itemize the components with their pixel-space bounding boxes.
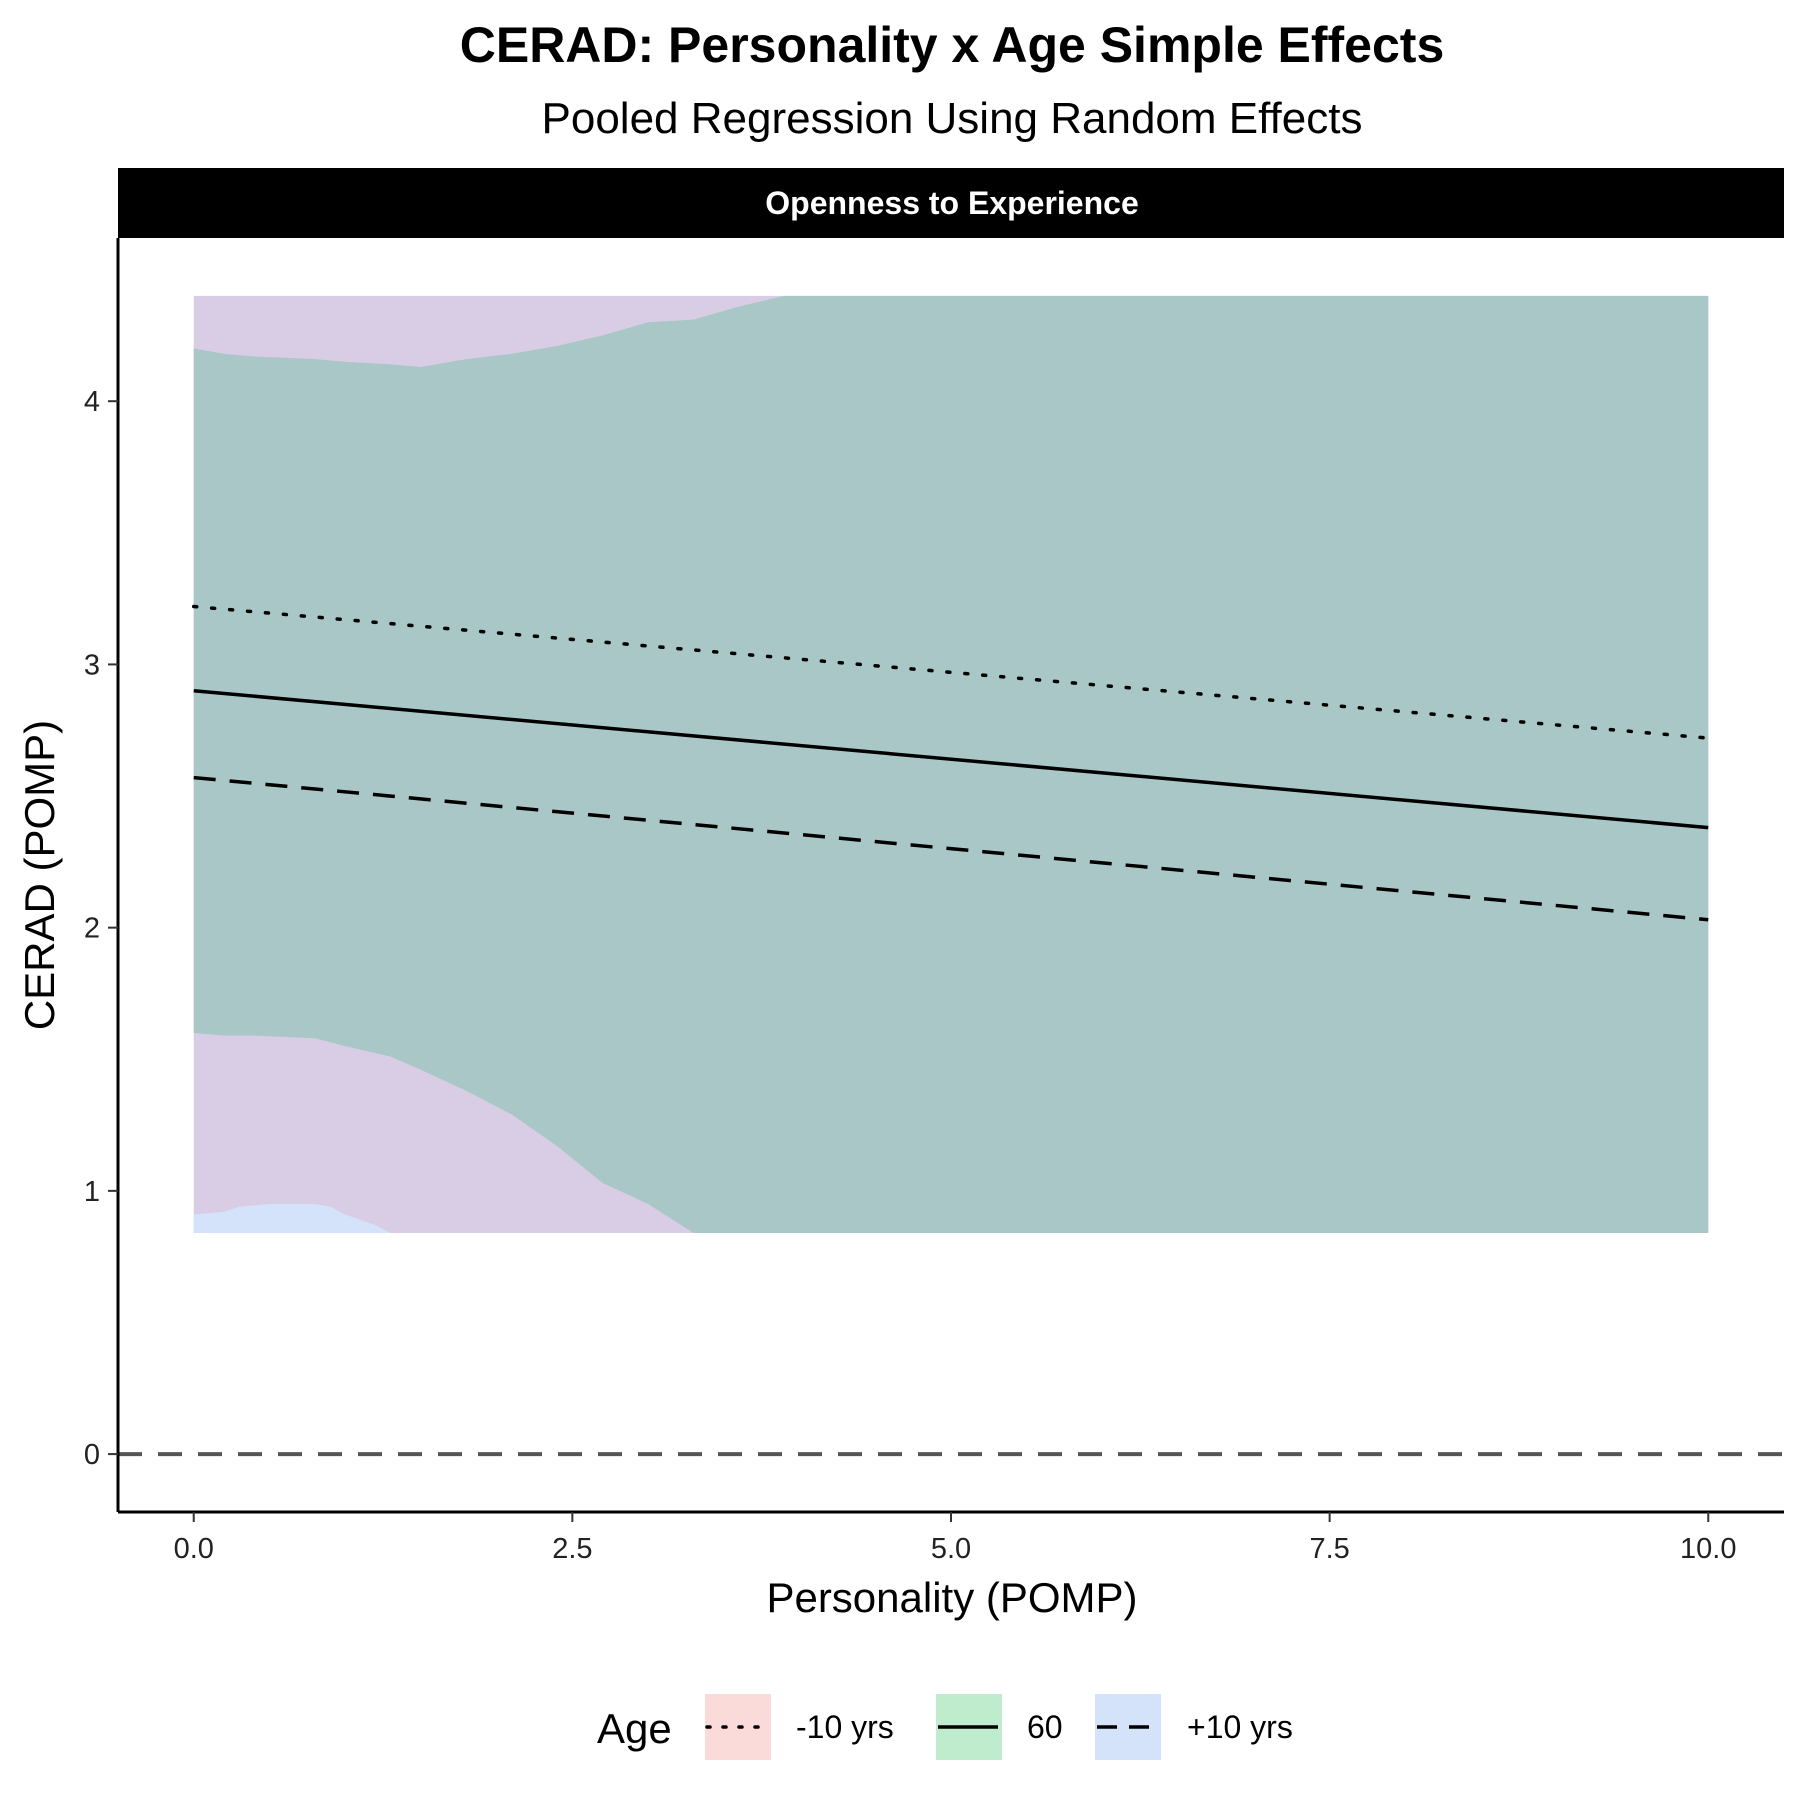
y-tick-label: 2 xyxy=(84,913,100,945)
y-tick-label: 4 xyxy=(84,386,100,418)
x-axis-title: Personality (POMP) xyxy=(766,1574,1137,1621)
legend-title: Age xyxy=(597,1705,672,1752)
facet-strip-label: Openness to Experience xyxy=(765,185,1138,221)
y-tick-label: 1 xyxy=(84,1176,100,1208)
x-axis-ticks: 0.0 2.5 5.0 7.5 10.0 xyxy=(174,1512,1736,1565)
x-tick-label: 10.0 xyxy=(1680,1533,1736,1565)
confidence-ribbons xyxy=(193,295,1709,1233)
x-tick-label: 5.0 xyxy=(931,1533,971,1565)
series-line-0 xyxy=(191,604,1711,740)
facet-strip-background xyxy=(118,168,1784,238)
chart-subtitle: Pooled Regression Using Random Effects xyxy=(542,94,1363,143)
x-tick-label: 0.0 xyxy=(174,1533,214,1565)
ribbon-plus10-only xyxy=(193,1204,391,1233)
legend-label: +10 yrs xyxy=(1187,1709,1293,1745)
x-tick-label: 7.5 xyxy=(1309,1533,1349,1565)
legend-label: -10 yrs xyxy=(796,1709,894,1745)
facet-strip: Openness to Experience xyxy=(118,168,1784,238)
chart-title: CERAD: Personality x Age Simple Effects xyxy=(460,17,1445,73)
legend-label: 60 xyxy=(1027,1709,1063,1745)
y-tick-label: 3 xyxy=(84,649,100,681)
y-tick-label: 0 xyxy=(84,1439,100,1471)
series-line-1 xyxy=(193,689,1709,830)
y-axis-ticks: 0 1 2 3 4 xyxy=(84,386,118,1471)
series-line-2 xyxy=(193,775,1709,922)
series-lines xyxy=(191,604,1711,922)
legend: Age -10 yrs 60 +10 yrs xyxy=(597,1694,1293,1760)
x-tick-label: 2.5 xyxy=(552,1533,592,1565)
ribbon-overlap-all xyxy=(193,295,1709,1233)
y-axis-title: CERAD (POMP) xyxy=(16,720,63,1030)
